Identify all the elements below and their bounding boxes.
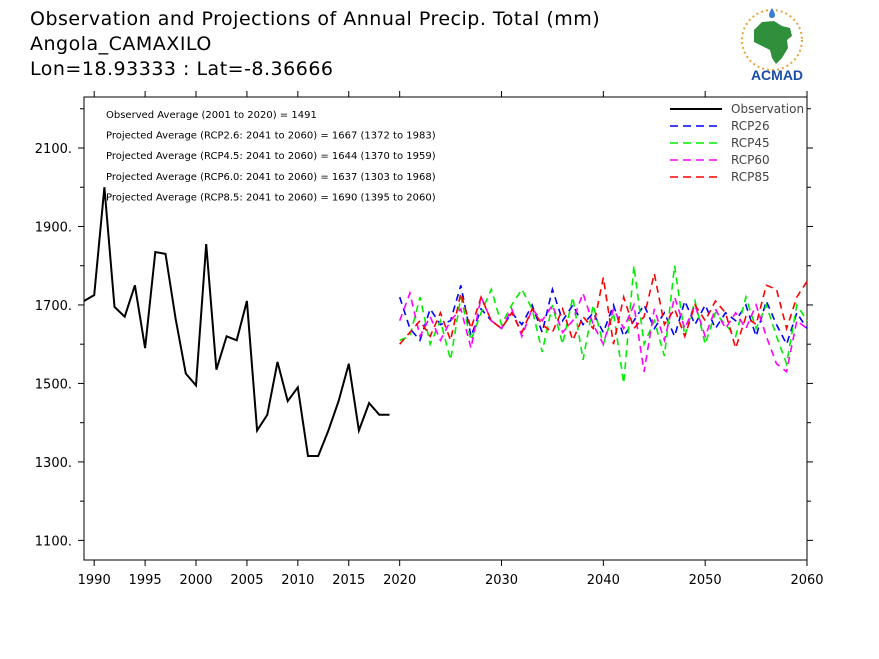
average-annotation: Projected Average (RCP8.5: 2041 to 2060)…	[106, 192, 436, 203]
x-tick-label: 2000	[179, 573, 212, 588]
x-tick-label: 1990	[78, 573, 111, 588]
x-tick-label: 2030	[485, 573, 518, 588]
series-line-rcp60	[398, 290, 808, 374]
legend-label-rcp60: RCP60	[731, 153, 770, 167]
legend-label-rcp26: RCP26	[731, 119, 770, 133]
x-tick-label: 2040	[587, 573, 620, 588]
series-line-rcp26	[398, 285, 808, 347]
average-annotation: Observed Average (2001 to 2020) = 1491	[106, 110, 317, 121]
y-tick-label: 2100.	[35, 142, 72, 157]
y-tick-label: 1500.	[35, 377, 72, 392]
plot-frame	[83, 96, 808, 561]
x-tick-label: 2050	[689, 573, 722, 588]
legend-label-rcp85: RCP85	[731, 170, 770, 184]
x-tick-label: 1995	[129, 573, 162, 588]
x-tick-label: 2005	[230, 573, 263, 588]
average-annotation: Projected Average (RCP2.6: 2041 to 2060)…	[106, 131, 436, 142]
x-tick-label: 2015	[332, 573, 365, 588]
y-tick-label: 1900.	[35, 220, 72, 235]
africa-map-logo-icon: ACMAD	[741, 8, 803, 83]
x-tick-label: 2010	[281, 573, 314, 588]
chart-title-line-3: Lon=18.93333 : Lat=-8.36666	[30, 58, 334, 80]
average-annotation: Projected Average (RCP6.0: 2041 to 2060)…	[106, 172, 436, 183]
series-line-observation	[83, 187, 390, 457]
chart-title-line-2: Angola_CAMAXILO	[30, 33, 212, 55]
chart-title-line-1: Observation and Projections of Annual Pr…	[30, 8, 601, 30]
series-line-rcp45	[399, 265, 808, 384]
y-tick-label: 1700.	[35, 299, 72, 314]
y-tick-label: 1100.	[35, 534, 72, 549]
x-tick-label: 2060	[790, 573, 823, 588]
legend-label-rcp45: RCP45	[731, 136, 770, 150]
average-annotation: Projected Average (RCP4.5: 2041 to 2060)…	[106, 151, 436, 162]
series-line-rcp85	[399, 273, 808, 351]
logo-text: ACMAD	[751, 67, 803, 83]
legend-label-observation: Observation	[731, 102, 804, 116]
x-tick-label: 2020	[383, 573, 416, 588]
y-tick-label: 1300.	[35, 456, 72, 471]
